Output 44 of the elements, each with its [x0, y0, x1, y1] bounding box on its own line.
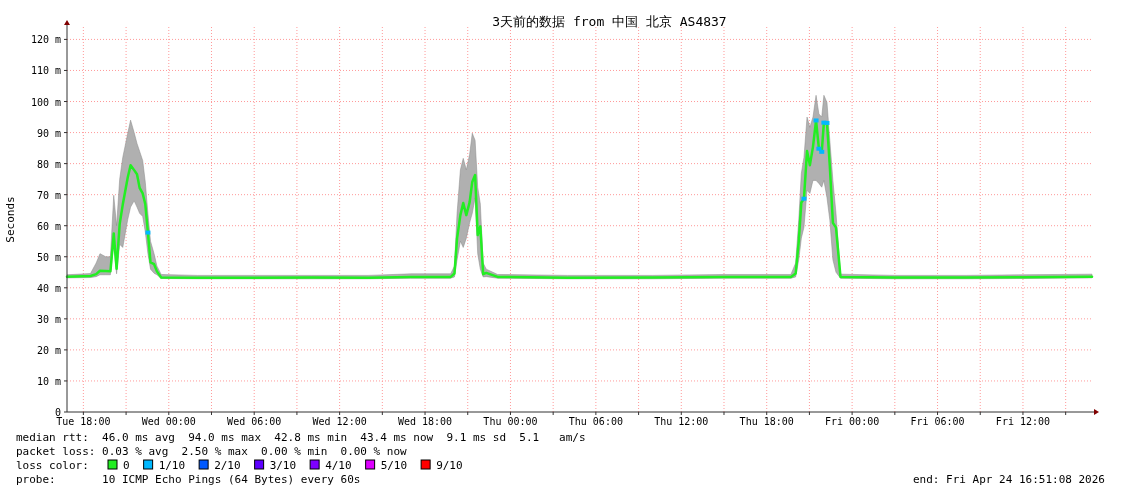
y-tick-label: 50 m: [36, 251, 61, 263]
point: [145, 230, 151, 235]
text: median rtt: 46.0 ms avg 94.0 ms max 42.8 ms min 43.4 ms now 9.1 ms sd 5.1 am/s: [16, 431, 586, 444]
text: packet loss: 0.03 % avg 2.50 % max 0.00 % min 0.00 % now: [16, 445, 408, 458]
x-tick-label: Thu 12:00: [654, 416, 709, 427]
point: [819, 149, 825, 154]
y-tick-label: 110 m: [30, 65, 61, 77]
y-tick-label: 70 m: [36, 189, 61, 201]
legend-label: 9/10: [436, 459, 463, 472]
x-tick-label: Fri 06:00: [910, 416, 965, 427]
y-tick-label: 40 m: [36, 282, 61, 294]
legend-title: loss color:: [16, 459, 89, 472]
legend-label: 4/10: [325, 459, 352, 472]
y-tick-label: 20 m: [36, 344, 61, 356]
legend-label: 1/10: [158, 459, 186, 472]
x-tick-label: Tue 18:00: [56, 416, 111, 427]
point: [801, 196, 807, 201]
text: probe: 10 ICMP Echo Pings (64 Bytes) every 60s: [16, 473, 361, 486]
legend-label: 0: [123, 459, 130, 472]
chart-title: 3天前的数据 from 中国 北京 AS4837: [492, 14, 727, 29]
y-tick-label: 10 m: [36, 375, 61, 387]
x-tick-label: Thu 18:00: [739, 416, 794, 427]
x-tick-label: Thu 00:00: [483, 416, 538, 427]
y-tick-label: 100 m: [30, 96, 61, 108]
x-tick-label: Thu 06:00: [568, 416, 623, 427]
legend-label: 3/10: [269, 459, 297, 472]
y-tick-label: 0: [54, 407, 61, 418]
legend-label: 2/10: [214, 459, 241, 472]
y-axis-title: Seconds: [4, 196, 17, 243]
y-tick-label: 80 m: [36, 158, 61, 170]
x-tick-label: Wed 12:00: [312, 416, 367, 427]
x-tick-label: Wed 00:00: [141, 416, 196, 427]
x-tick-label: Wed 06:00: [227, 416, 282, 427]
x-tick-label: Fri 00:00: [825, 416, 880, 427]
y-tick-label: 30 m: [36, 313, 61, 325]
y-tick-label: 120 m: [30, 34, 61, 46]
y-tick-label: 60 m: [36, 220, 61, 232]
y-tick-label: 90 m: [36, 127, 61, 139]
legend-label: 5/10: [380, 459, 408, 472]
x-tick-label: Fri 12:00: [995, 416, 1051, 427]
point: [816, 146, 822, 151]
point: [813, 118, 819, 123]
text: end: Fri Apr 24 16:51:08 2026: [912, 473, 1105, 486]
x-tick-label: Wed 18:00: [397, 416, 453, 427]
